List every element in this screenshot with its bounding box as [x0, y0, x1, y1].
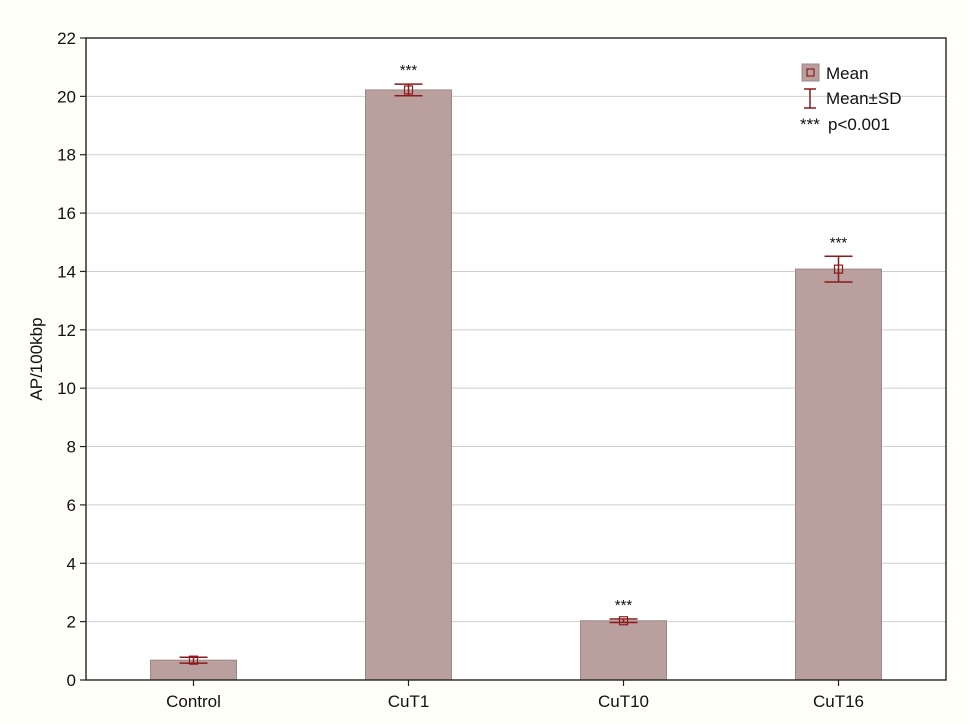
y-tick-label-9: 18 [57, 146, 76, 165]
x-tick-label-Control: Control [166, 692, 221, 711]
legend-mean-label: Mean [826, 64, 869, 83]
y-tick-label-5: 10 [57, 379, 76, 398]
bar-CuT1 [365, 89, 452, 681]
significance-label-CuT1: *** [400, 62, 418, 79]
y-tick-label-7: 14 [57, 262, 76, 281]
y-axis-ticks: 0 2 4 6 8 10 12 14 16 18 20 22 [57, 29, 86, 690]
x-tick-label-CuT1: CuT1 [388, 692, 430, 711]
y-tick-label-0: 0 [67, 671, 76, 690]
mean-marker-Control [188, 655, 199, 665]
significance-label-CuT10: *** [615, 597, 633, 614]
legend: Mean Mean±SD *** p<0.001 [800, 63, 901, 134]
x-tick-label-CuT16: CuT16 [813, 692, 864, 711]
legend-mean-marker [806, 68, 815, 77]
legend-sig-text: p<0.001 [828, 115, 890, 134]
y-tick-label-3: 6 [67, 496, 76, 515]
y-axis-title: AP/100kbp [27, 317, 46, 400]
y-tick-label-2: 4 [67, 554, 76, 573]
y-tick-label-6: 12 [57, 321, 76, 340]
y-tick-label-4: 8 [67, 438, 76, 457]
mean-marker-CuT16 [833, 264, 844, 274]
bar-CuT10 [580, 620, 667, 681]
mean-marker-CuT1 [403, 85, 414, 95]
y-tick-label-1: 2 [67, 613, 76, 632]
significance-labels: *** *** *** [400, 62, 848, 614]
legend-sd-label: Mean±SD [826, 89, 901, 108]
y-tick-label-10: 20 [57, 87, 76, 106]
x-axis-ticks: Control CuT1 CuT10 CuT16 [166, 680, 864, 711]
legend-mean-swatch [801, 63, 820, 82]
bar-CuT16 [795, 268, 882, 681]
significance-label-CuT16: *** [830, 234, 848, 251]
legend-sig-marker: *** [800, 115, 820, 134]
x-tick-label-CuT10: CuT10 [598, 692, 649, 711]
mean-marker-CuT10 [618, 616, 629, 626]
plot-frame [85, 37, 947, 681]
y-tick-label-11: 22 [57, 29, 76, 48]
error-bars [179, 83, 853, 665]
y-tick-label-8: 16 [57, 204, 76, 223]
